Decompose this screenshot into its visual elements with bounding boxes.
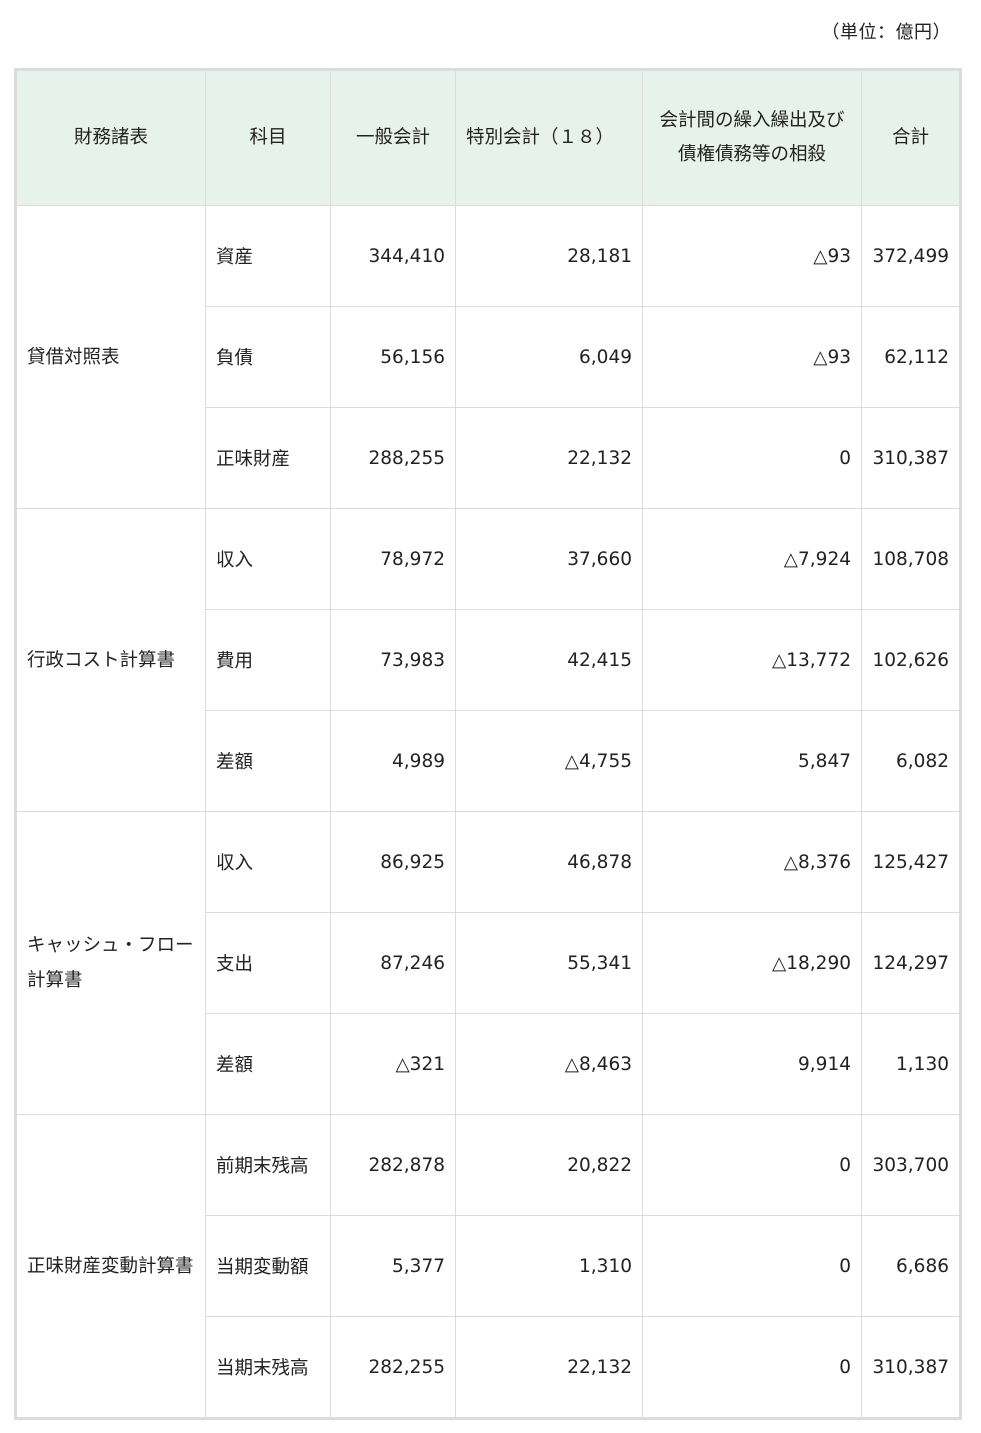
special-account-value: 20,822 [455, 1114, 643, 1216]
special-account-value: 55,341 [455, 912, 643, 1014]
item-name: 差額 [205, 1013, 331, 1115]
item-name: 差額 [205, 710, 331, 812]
general-account-value: 73,983 [330, 609, 456, 711]
special-account-value: 28,181 [455, 205, 643, 307]
table-row: 負債 56,156 6,049 △93 62,112 [16, 306, 961, 408]
special-account-value: 22,132 [455, 407, 643, 509]
table-row: 差額 △321 △8,463 9,914 1,130 [16, 1013, 961, 1115]
general-account-value: 288,255 [330, 407, 456, 509]
table-row: 正味財産変動計算書 前期末残高 282,878 20,822 0 303,700 [15, 1114, 961, 1419]
general-account-value: △321 [330, 1013, 456, 1115]
offset-value: △93 [642, 205, 862, 307]
total-value: 303,700 [861, 1114, 961, 1216]
header-item: 科目 [205, 69, 331, 206]
item-name: 収入 [205, 508, 331, 610]
item-name: 支出 [205, 912, 331, 1014]
table-row: 正味財産 288,255 22,132 0 310,387 [16, 407, 961, 509]
offset-value: △8,376 [642, 811, 862, 913]
general-account-value: 78,972 [330, 508, 456, 610]
unit-label: （単位：億円） [821, 22, 951, 43]
special-account-value: 6,049 [455, 306, 643, 408]
header-total: 合計 [861, 69, 961, 206]
general-account-value: 282,878 [330, 1114, 456, 1216]
statement-name: 貸借対照表 [15, 205, 206, 509]
item-name: 収入 [205, 811, 331, 913]
special-account-value: △8,463 [455, 1013, 643, 1115]
offset-value: 0 [642, 1215, 862, 1317]
general-account-value: 5,377 [330, 1215, 456, 1317]
total-value: 125,427 [861, 811, 961, 913]
special-account-value: 1,310 [455, 1215, 643, 1317]
table-row: 貸借対照表 資産 344,410 28,181 △93 372,499 [15, 205, 961, 509]
special-account-value: 37,660 [455, 508, 643, 610]
total-value: 6,082 [861, 710, 961, 812]
item-name: 当期末残高 [205, 1316, 331, 1419]
general-account-value: 87,246 [330, 912, 456, 1014]
item-name: 当期変動額 [205, 1215, 331, 1317]
total-value: 124,297 [861, 912, 961, 1014]
total-value: 108,708 [861, 508, 961, 610]
offset-value: 9,914 [642, 1013, 862, 1115]
header-general: 一般会計 [330, 69, 456, 206]
total-value: 310,387 [861, 1316, 961, 1419]
statement-name: キャッシュ・フロー計算書 [15, 811, 206, 1115]
offset-value: 0 [642, 407, 862, 509]
item-name: 前期末残高 [205, 1114, 331, 1216]
offset-value: △13,772 [642, 609, 862, 711]
general-account-value: 56,156 [330, 306, 456, 408]
special-account-value: 22,132 [455, 1316, 643, 1419]
financial-statements-table: 財務諸表 科目 一般会計 特別会計（１８） 会計間の繰入繰出及び債権債務等の相殺… [14, 68, 962, 1420]
total-value: 6,686 [861, 1215, 961, 1317]
special-account-value: 42,415 [455, 609, 643, 711]
header-statement: 財務諸表 [15, 69, 206, 206]
offset-value: △7,924 [642, 508, 862, 610]
total-value: 310,387 [861, 407, 961, 509]
header-offset: 会計間の繰入繰出及び債権債務等の相殺 [642, 69, 862, 206]
table-row: 支出 87,246 55,341 △18,290 124,297 [16, 912, 961, 1014]
offset-value: 5,847 [642, 710, 862, 812]
header-row: 財務諸表 科目 一般会計 特別会計（１８） 会計間の繰入繰出及び債権債務等の相殺… [15, 69, 961, 206]
header-special: 特別会計（１８） [455, 69, 643, 206]
total-value: 1,130 [861, 1013, 961, 1115]
general-account-value: 4,989 [330, 710, 456, 812]
offset-value: △93 [642, 306, 862, 408]
table-row: 差額 4,989 △4,755 5,847 6,082 [16, 710, 961, 812]
offset-value: 0 [642, 1114, 862, 1216]
item-name: 正味財産 [205, 407, 331, 509]
table-row: 行政コスト計算書 収入 78,972 37,660 △7,924 108,708 [15, 508, 961, 812]
special-account-value: △4,755 [455, 710, 643, 812]
statement-name: 行政コスト計算書 [15, 508, 206, 812]
item-name: 負債 [205, 306, 331, 408]
table-row: 費用 73,983 42,415 △13,772 102,626 [16, 609, 961, 711]
general-account-value: 86,925 [330, 811, 456, 913]
table-row: 当期末残高 282,255 22,132 0 310,387 [16, 1316, 961, 1419]
offset-value: △18,290 [642, 912, 862, 1014]
statement-name: 正味財産変動計算書 [15, 1114, 206, 1419]
total-value: 372,499 [861, 205, 961, 307]
total-value: 62,112 [861, 306, 961, 408]
special-account-value: 46,878 [455, 811, 643, 913]
general-account-value: 344,410 [330, 205, 456, 307]
item-name: 費用 [205, 609, 331, 711]
table-row: キャッシュ・フロー計算書 収入 86,925 46,878 △8,376 125,427 [15, 811, 961, 1115]
offset-value: 0 [642, 1316, 862, 1419]
item-name: 資産 [205, 205, 331, 307]
total-value: 102,626 [861, 609, 961, 711]
general-account-value: 282,255 [330, 1316, 456, 1419]
